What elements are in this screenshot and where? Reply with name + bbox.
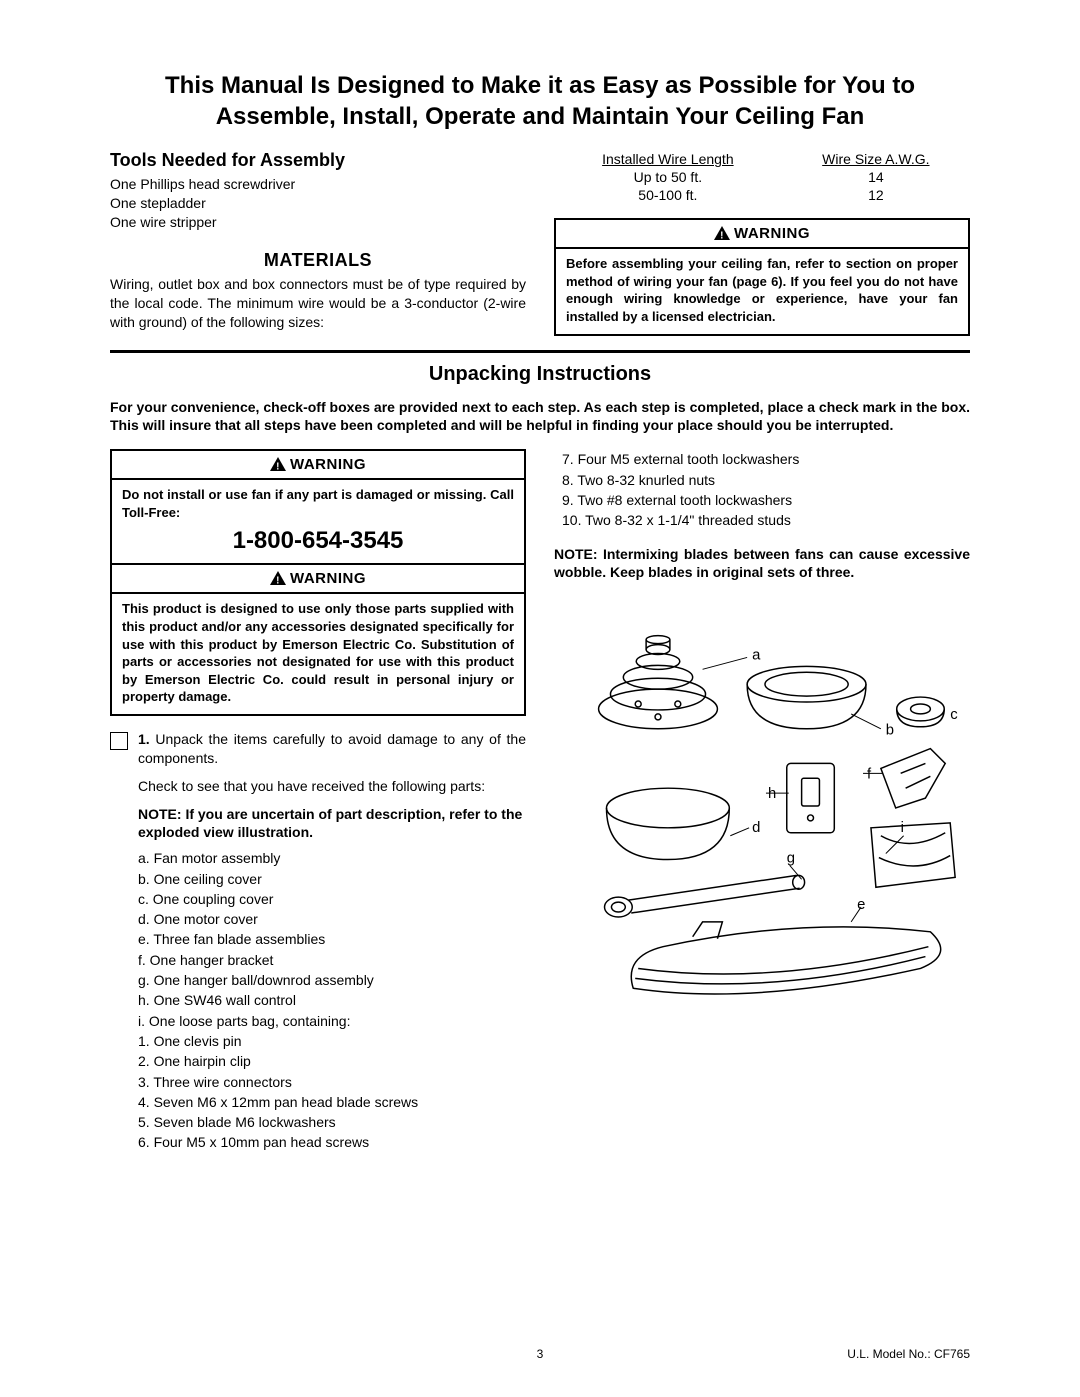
warning-box-left-2: ! WARNING This product is designed to use…	[110, 565, 526, 715]
divider	[110, 350, 970, 353]
page-number: 3	[537, 1347, 544, 1361]
warning-icon: !	[714, 226, 730, 240]
part-item: 10. Two 8-32 x 1-1/4" threaded studs	[554, 510, 970, 530]
tool-item: One wire stripper	[110, 213, 526, 232]
step-1-note: NOTE: If you are uncertain of part descr…	[138, 805, 526, 843]
part-item: b. One ceiling cover	[138, 869, 526, 889]
svg-text:!: !	[276, 576, 280, 586]
diagram-label-b: b	[886, 723, 894, 739]
subpart-item: 6. Four M5 x 10mm pan head screws	[138, 1132, 526, 1152]
subpart-item: 5. Seven blade M6 lockwashers	[138, 1112, 526, 1132]
warning-box-left-1: ! WARNING Do not install or use fan if an…	[110, 449, 526, 565]
warning-label: WARNING	[290, 456, 366, 473]
warning-label: WARNING	[290, 570, 366, 587]
top-col-left: Tools Needed for Assembly One Phillips h…	[110, 150, 526, 335]
wire-hdr-size: Wire Size A.W.G.	[782, 150, 970, 168]
note-right: NOTE: Intermixing blades between fans ca…	[554, 545, 970, 583]
unpacking-intro: For your convenience, check-off boxes ar…	[110, 398, 970, 436]
part-item: a. Fan motor assembly	[138, 848, 526, 868]
step-1-text: 1. Unpack the items carefully to avoid d…	[138, 730, 526, 769]
subparts-list: 1. One clevis pin 2. One hairpin clip 3.…	[138, 1031, 526, 1153]
tool-item: One Phillips head screwdriver	[110, 175, 526, 194]
footer: 3 U.L. Model No.: CF765	[110, 1347, 970, 1361]
lower-col-left: ! WARNING Do not install or use fan if an…	[110, 449, 526, 1152]
tool-item: One stepladder	[110, 194, 526, 213]
page-title: This Manual Is Designed to Make it as Ea…	[110, 70, 970, 132]
step-1-line1: Unpack the items carefully to avoid dama…	[138, 731, 526, 767]
part-item: g. One hanger ball/downrod assembly	[138, 970, 526, 990]
diagram-label-e: e	[857, 897, 865, 913]
diagram-label-i: i	[901, 820, 904, 836]
warning-label: WARNING	[734, 225, 810, 242]
part-item: c. One coupling cover	[138, 889, 526, 909]
diagram-label-f: f	[867, 767, 872, 783]
warning-title: ! WARNING	[112, 451, 524, 480]
diagram-label-a: a	[752, 648, 761, 664]
warning-body-top: Before assembling your ceiling fan, refe…	[556, 249, 968, 333]
phone-number: 1-800-654-3545	[112, 521, 524, 563]
top-col-right: Installed Wire Length Wire Size A.W.G. U…	[554, 150, 970, 335]
tools-list: One Phillips head screwdriver One stepla…	[110, 175, 526, 232]
svg-text:!: !	[720, 231, 724, 241]
lower-col-right: 7. Four M5 external tooth lockwashers 8.…	[554, 449, 970, 1152]
top-columns: Tools Needed for Assembly One Phillips h…	[110, 150, 970, 335]
warning-icon: !	[270, 571, 286, 585]
parts-right-list: 7. Four M5 external tooth lockwashers 8.…	[554, 449, 970, 530]
model-number: U.L. Model No.: CF765	[847, 1347, 970, 1361]
warning-title: ! WARNING	[556, 220, 968, 249]
diagram-svg: a b c d e f g h i	[554, 600, 970, 1016]
part-item: d. One motor cover	[138, 909, 526, 929]
warning-title: ! WARNING	[112, 565, 524, 594]
materials-heading: MATERIALS	[110, 250, 526, 271]
wire-cell: Up to 50 ft.	[554, 168, 782, 186]
svg-text:!: !	[276, 462, 280, 472]
diagram-label-g: g	[787, 851, 795, 867]
exploded-view-diagram: a b c d e f g h i	[554, 600, 970, 1021]
part-item: f. One hanger bracket	[138, 950, 526, 970]
parts-list: a. Fan motor assembly b. One ceiling cov…	[138, 848, 526, 1152]
part-item: 7. Four M5 external tooth lockwashers	[554, 449, 970, 469]
unpacking-heading: Unpacking Instructions	[110, 363, 970, 386]
lower-columns: ! WARNING Do not install or use fan if an…	[110, 449, 970, 1152]
part-item: 8. Two 8-32 knurled nuts	[554, 470, 970, 490]
step-num: 1.	[138, 731, 150, 747]
step-1-line2: Check to see that you have received the …	[138, 777, 526, 797]
materials-text: Wiring, outlet box and box connectors mu…	[110, 275, 526, 332]
part-item: e. Three fan blade assemblies	[138, 929, 526, 949]
wire-hdr-length: Installed Wire Length	[554, 150, 782, 168]
diagram-label-d: d	[752, 820, 760, 836]
warning-icon: !	[270, 457, 286, 471]
warning-body-left-2: This product is designed to use only tho…	[112, 594, 524, 713]
tools-heading: Tools Needed for Assembly	[110, 150, 526, 171]
wire-table: Installed Wire Length Wire Size A.W.G. U…	[554, 150, 970, 204]
part-item: h. One SW46 wall control	[138, 990, 526, 1010]
diagram-label-c: c	[950, 707, 958, 723]
diagram-label-h: h	[768, 786, 776, 802]
warning-box-top: ! WARNING Before assembling your ceiling …	[554, 218, 970, 335]
subpart-item: 4. Seven M6 x 12mm pan head blade screws	[138, 1092, 526, 1112]
wire-cell: 12	[782, 186, 970, 204]
wire-cell: 14	[782, 168, 970, 186]
warning-body-left-1: Do not install or use fan if any part is…	[112, 480, 524, 521]
part-item: i. One loose parts bag, containing:	[138, 1011, 526, 1031]
subpart-item: 1. One clevis pin	[138, 1031, 526, 1051]
step-checkbox[interactable]	[110, 732, 128, 750]
wire-cell: 50-100 ft.	[554, 186, 782, 204]
part-item: 9. Two #8 external tooth lockwashers	[554, 490, 970, 510]
subpart-item: 2. One hairpin clip	[138, 1051, 526, 1071]
subpart-item: 3. Three wire connectors	[138, 1072, 526, 1092]
step-1: 1. Unpack the items carefully to avoid d…	[110, 730, 526, 1153]
